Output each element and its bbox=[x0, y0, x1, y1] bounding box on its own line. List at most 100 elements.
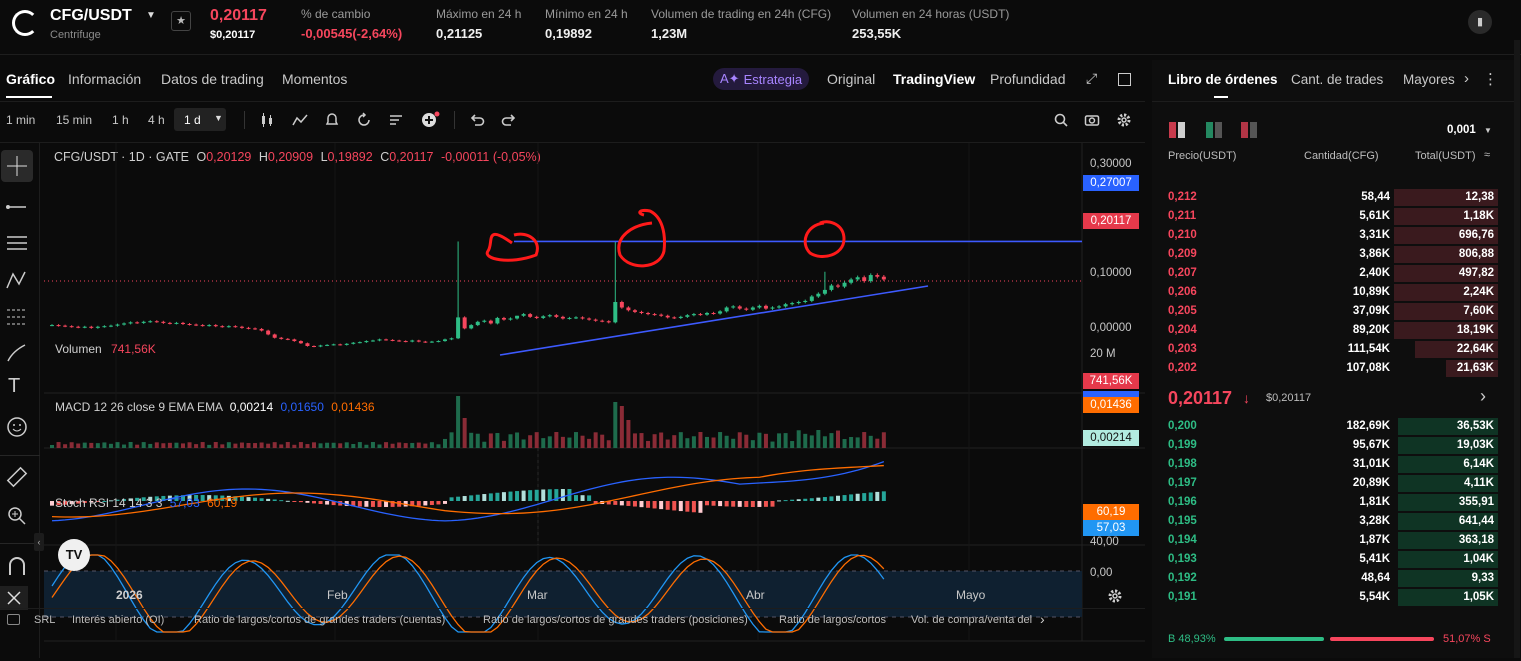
scrollbar[interactable] bbox=[1514, 40, 1520, 658]
total-toggle-icon[interactable]: ≈ bbox=[1484, 149, 1491, 161]
crosshair-tool-icon[interactable] bbox=[1, 150, 33, 182]
chevron-right-icon[interactable]: › bbox=[1040, 611, 1045, 627]
link-buy-sell-volume[interactable]: Vol. de compra/venta del bbox=[911, 614, 1033, 626]
view-tradingview[interactable]: TradingView bbox=[893, 71, 976, 87]
timeframe-1min[interactable]: 1 min bbox=[6, 113, 36, 127]
timeframe-4h[interactable]: 4 h bbox=[148, 113, 165, 127]
link-ratio-accounts[interactable]: Ratio de largos/cortos de grandes trader… bbox=[194, 614, 446, 626]
redo-icon[interactable] bbox=[497, 108, 521, 132]
book-icon[interactable]: ▮ bbox=[1468, 10, 1492, 34]
macd-hist-bar bbox=[443, 501, 447, 504]
price-chart[interactable] bbox=[44, 143, 1145, 658]
volume-bar bbox=[167, 442, 172, 448]
view-asks-icon[interactable] bbox=[1241, 122, 1259, 141]
fib-tool-icon[interactable] bbox=[5, 305, 29, 332]
view-bids-icon[interactable] bbox=[1206, 122, 1224, 141]
precision-chevron-icon[interactable]: ▼ bbox=[1484, 126, 1492, 135]
hide-drawings-icon[interactable] bbox=[0, 586, 28, 610]
link-long-short-ratio[interactable]: Ratio de largos/cortos bbox=[779, 614, 886, 626]
link-srl[interactable]: SRL bbox=[34, 614, 56, 626]
timeframe-1h[interactable]: 1 h bbox=[112, 113, 129, 127]
pair-dropdown-icon[interactable]: ▼ bbox=[146, 10, 156, 21]
replay-icon[interactable] bbox=[352, 108, 376, 132]
bid-row[interactable]: 0,195 3,28K 641,44 bbox=[1152, 512, 1498, 531]
bid-row[interactable]: 0,191 5,54K 1,05K bbox=[1152, 588, 1498, 607]
tradingview-logo-icon[interactable]: TV bbox=[58, 539, 90, 571]
bid-row[interactable]: 0,192 48,64 9,33 bbox=[1152, 569, 1498, 588]
candle-body bbox=[377, 339, 382, 341]
bid-row[interactable]: 0,193 5,41K 1,04K bbox=[1152, 550, 1498, 569]
depth-bar bbox=[1394, 284, 1498, 301]
horizontal-lines-tool-icon[interactable] bbox=[5, 231, 29, 258]
more-options-icon[interactable]: ⋮ bbox=[1483, 71, 1498, 88]
timeframe-15min[interactable]: 15 min bbox=[56, 113, 93, 127]
ask-row[interactable]: 0,206 10,89K 2,24K bbox=[1152, 283, 1498, 302]
zoom-tool-icon[interactable] bbox=[5, 504, 29, 531]
volume-bar bbox=[678, 432, 683, 448]
axis-settings-icon[interactable] bbox=[1107, 588, 1123, 607]
tab-order-book[interactable]: Libro de órdenes bbox=[1168, 72, 1278, 87]
pattern-tool-icon[interactable] bbox=[5, 268, 29, 295]
ask-row[interactable]: 0,212 58,44 12,38 bbox=[1152, 188, 1498, 207]
tabs-chevron-right-icon[interactable]: › bbox=[1464, 70, 1469, 87]
indicators-icon[interactable] bbox=[288, 108, 312, 132]
tab-trade-count[interactable]: Cant. de trades bbox=[1291, 72, 1384, 87]
strategy-button[interactable]: A✦ Estrategia bbox=[713, 68, 810, 90]
candle-body bbox=[253, 328, 258, 330]
view-both-icon[interactable] bbox=[1169, 122, 1187, 141]
link-open-interest[interactable]: Interés abierto (OI) bbox=[72, 614, 165, 626]
bid-row[interactable]: 0,197 20,89K 4,11K bbox=[1152, 474, 1498, 493]
ask-row[interactable]: 0,202 107,08K 21,63K bbox=[1152, 359, 1498, 378]
panel-icon[interactable] bbox=[7, 614, 20, 625]
alert-icon[interactable] bbox=[320, 108, 344, 132]
favorite-star-icon[interactable]: ★ bbox=[171, 11, 191, 31]
ask-row[interactable]: 0,204 89,20K 18,19K bbox=[1152, 321, 1498, 340]
timeframe-1d[interactable]: 1 d ▼ bbox=[174, 108, 226, 131]
tab-largest[interactable]: Mayores bbox=[1403, 72, 1455, 87]
brush-tool-icon[interactable] bbox=[5, 341, 29, 368]
mid-chevron-right-icon[interactable]: › bbox=[1480, 386, 1486, 406]
ask-row[interactable]: 0,209 3,86K 806,88 bbox=[1152, 245, 1498, 264]
ask-row[interactable]: 0,207 2,40K 497,82 bbox=[1152, 264, 1498, 283]
add-indicator-icon[interactable] bbox=[418, 108, 442, 132]
link-ratio-positions[interactable]: Ratio de largos/cortos de grandes trader… bbox=[483, 614, 748, 626]
chevron-down-icon[interactable]: ▼ bbox=[214, 113, 223, 123]
collapse-toolbar-icon[interactable]: ‹ bbox=[34, 533, 44, 551]
macd-hist-bar bbox=[698, 501, 703, 513]
emoji-tool-icon[interactable] bbox=[5, 415, 29, 442]
expand-icon[interactable]: ⤢ bbox=[1086, 70, 1098, 86]
ask-row[interactable]: 0,203 111,54K 22,64K bbox=[1152, 340, 1498, 359]
bid-row[interactable]: 0,198 31,01K 6,14K bbox=[1152, 455, 1498, 474]
text-tool-icon[interactable]: T bbox=[8, 375, 21, 397]
col-total: Total(USDT) bbox=[1415, 150, 1476, 162]
bid-row[interactable]: 0,196 1,81K 355,91 bbox=[1152, 493, 1498, 512]
tab-trading-data[interactable]: Datos de trading bbox=[161, 71, 264, 87]
bid-row[interactable]: 0,199 95,67K 19,03K bbox=[1152, 436, 1498, 455]
bid-row[interactable]: 0,194 1,87K 363,18 bbox=[1152, 531, 1498, 550]
window-icon[interactable] bbox=[1118, 73, 1131, 86]
ask-row[interactable]: 0,211 5,61K 1,18K bbox=[1152, 207, 1498, 226]
bid-row[interactable]: 0,200 182,69K 36,53K bbox=[1152, 417, 1498, 436]
templates-icon[interactable] bbox=[384, 108, 408, 132]
ruler-tool-icon[interactable] bbox=[5, 465, 29, 492]
magnet-tool-icon[interactable] bbox=[5, 555, 29, 582]
view-depth[interactable]: Profundidad bbox=[990, 71, 1066, 87]
tab-moments[interactable]: Momentos bbox=[282, 71, 348, 87]
pair-name[interactable]: CFG/USDT bbox=[50, 7, 132, 24]
ask-row[interactable]: 0,210 3,31K 696,76 bbox=[1152, 226, 1498, 245]
precision-select[interactable]: 0,001 bbox=[1447, 124, 1476, 136]
undo-icon[interactable] bbox=[465, 108, 489, 132]
trendline-tool-icon[interactable] bbox=[5, 195, 29, 222]
settings-gear-icon[interactable] bbox=[1112, 108, 1136, 132]
tab-chart[interactable]: Gráfico bbox=[6, 71, 56, 87]
candle-body bbox=[574, 317, 578, 319]
view-original[interactable]: Original bbox=[827, 71, 876, 87]
candles-icon[interactable] bbox=[255, 108, 279, 132]
search-icon[interactable] bbox=[1049, 108, 1073, 132]
tab-info[interactable]: Información bbox=[68, 71, 142, 87]
volume-bar bbox=[606, 440, 611, 448]
camera-icon[interactable] bbox=[1080, 108, 1104, 132]
volume-bar bbox=[384, 442, 389, 448]
macd-hist-bar bbox=[626, 501, 631, 506]
ask-row[interactable]: 0,205 37,09K 7,60K bbox=[1152, 302, 1498, 321]
